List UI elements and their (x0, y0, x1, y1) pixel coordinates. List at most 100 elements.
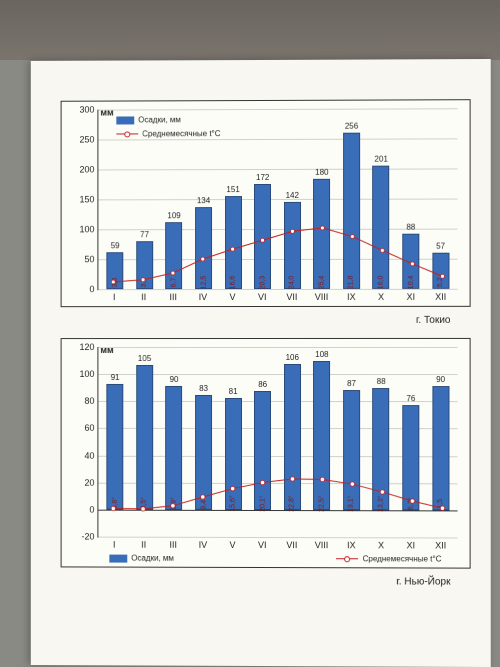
bar-value-label: 90 (436, 375, 445, 384)
bar-value-label: 109 (167, 211, 180, 220)
precip-bar: 25621,8 (343, 133, 360, 289)
precip-bar: 10622,8° (284, 364, 301, 510)
bar-group: 10622,8° (277, 347, 307, 510)
bar-group: 902,9° (159, 347, 188, 510)
precip-bar: 839,4° (195, 395, 212, 510)
temp-value-label: 2,9° (171, 497, 178, 510)
y-tick-label: 300 (71, 105, 95, 115)
bar-value-label: 134 (197, 196, 210, 205)
bar-group: 8813,3° (366, 347, 396, 510)
bar-group: 575,2 (426, 108, 456, 289)
precip-bar: 8719,1° (343, 390, 360, 510)
tokyo-plot-area: мм 050100150200250300593,0773,91096,7134… (97, 108, 457, 290)
bar-group: 109 6,7 (159, 109, 188, 289)
month-label: XII (426, 540, 456, 550)
y-tick-label: 0 (71, 504, 95, 514)
tokyo-caption: г. Токио (61, 315, 451, 326)
bar-series: 593,0773,91096,713412,515116,617220,3142… (98, 108, 457, 289)
precip-bar: 901,5 (432, 386, 449, 510)
month-label: II (129, 292, 159, 302)
y-tick-label: 0 (71, 284, 95, 294)
precip-bar: 15116,6 (225, 196, 242, 289)
bar-group: 593,0 (100, 109, 129, 289)
precip-bar: 575,2 (432, 253, 449, 289)
nyc-caption: г. Нью-Йорк (61, 575, 451, 587)
tokyo-chart-box: Осадки, мм Среднемесячные t°C мм 0501001… (61, 99, 471, 307)
temp-value-label: 9,4° (200, 497, 207, 510)
temp-value-label: 6,7 (171, 278, 178, 288)
nyc-x-axis: IIIIIIIVVVIVIIVIIIIXXXIXII (97, 538, 457, 551)
y-tick-label: 40 (71, 450, 95, 460)
bar-group: 773,9 (130, 109, 159, 289)
temp-value-label: 24,0 (289, 276, 296, 290)
bar-group: 13412,5 (189, 109, 219, 289)
y-tick-label: 50 (71, 254, 95, 264)
temp-value-label: 16,6 (230, 276, 237, 290)
month-label: VIII (307, 540, 337, 550)
precip-bar: 910,8° (107, 384, 124, 509)
month-label: XII (426, 292, 456, 302)
bar-group: 108 22,5° (307, 347, 337, 510)
nyc-legend-precip: Осадки, мм (109, 554, 174, 563)
desk-surface (0, 0, 500, 60)
month-label: III (159, 540, 189, 550)
precip-bar: 14224,0 (284, 202, 301, 289)
bar-value-label: 81 (229, 387, 238, 396)
precip-bar: 902,9° (166, 386, 183, 510)
precip-bar: 13412,5 (195, 207, 212, 289)
y-tick-label: 200 (71, 164, 95, 174)
bar-value-label: 86 (258, 380, 267, 389)
precip-bar: 8813,3° (373, 388, 390, 510)
bar-value-label: 88 (377, 377, 386, 386)
bar-group: 20116,0 (366, 108, 396, 288)
bar-value-label: 142 (286, 191, 299, 200)
month-label: XI (396, 292, 426, 302)
bar-group: 25621,8 (337, 109, 367, 289)
precip-bar: 20116,0 (373, 166, 390, 289)
temp-value-label: 20,1° (259, 495, 266, 511)
month-label: IV (188, 540, 218, 550)
temp-value-label: 0,8° (112, 497, 119, 510)
temp-value-label: 16,0 (378, 276, 385, 290)
tokyo-x-axis: IIIIIIIVVVIVIIVIIIIXXXIXII (97, 290, 457, 302)
precip-bar: 10822,5° (313, 361, 330, 510)
bar-group: 8719,1° (337, 347, 367, 510)
bar-value-label: 108 (315, 350, 328, 359)
month-label: II (129, 540, 159, 550)
bar-group: 86 20,1° (248, 347, 278, 510)
precip-bar: 773,9 (136, 241, 153, 289)
month-label: VII (277, 292, 307, 302)
y-tick-label: 80 (71, 396, 95, 406)
nyc-legend-temp: Среднемесячные t°C (337, 554, 442, 563)
bar-value-label: 83 (199, 384, 208, 393)
legend-text: Среднемесячные t°C (363, 554, 442, 563)
bar-value-label: 151 (226, 185, 239, 194)
precip-bar: 1050,5° (136, 365, 153, 509)
precip-bar: 18025,4 (313, 179, 330, 289)
bar-value-label: 106 (286, 353, 299, 362)
precip-bar: 8115,6° (225, 398, 242, 510)
precip-bar: 593,0 (107, 252, 124, 289)
temp-value-label: 22,5° (318, 495, 325, 511)
y-tick-label: 250 (71, 135, 95, 145)
bar-group: 1050,5° (130, 347, 159, 510)
bar-group: 18025,4 (307, 109, 337, 289)
month-label: VII (277, 540, 307, 550)
bar-group: 142 24,0 (277, 109, 307, 289)
y-tick-label: 150 (71, 194, 95, 204)
temp-value-label: 1,5 (437, 499, 444, 509)
precip-bar: 17220,3 (254, 184, 271, 289)
bar-series: 910,8°1050,5°902,9°839,4°8115,6°8620,1°1… (98, 347, 457, 510)
bar-group: 17220,3 (248, 109, 278, 289)
y-tick-label: 100 (71, 369, 95, 379)
month-label: IV (188, 292, 218, 302)
bar-group: 910,8° (100, 347, 129, 510)
month-label: VI (247, 292, 277, 302)
temp-value-label: 20,3 (259, 276, 266, 290)
temp-value-label: 25,4 (318, 276, 325, 290)
bar-value-label: 77 (140, 230, 149, 239)
legend-text: Осадки, мм (131, 554, 174, 563)
nyc-chart-box: мм -20020406080100120910,8°1050,5°902,9°… (61, 338, 471, 569)
month-label: VI (247, 540, 277, 550)
month-label: I (99, 540, 129, 550)
